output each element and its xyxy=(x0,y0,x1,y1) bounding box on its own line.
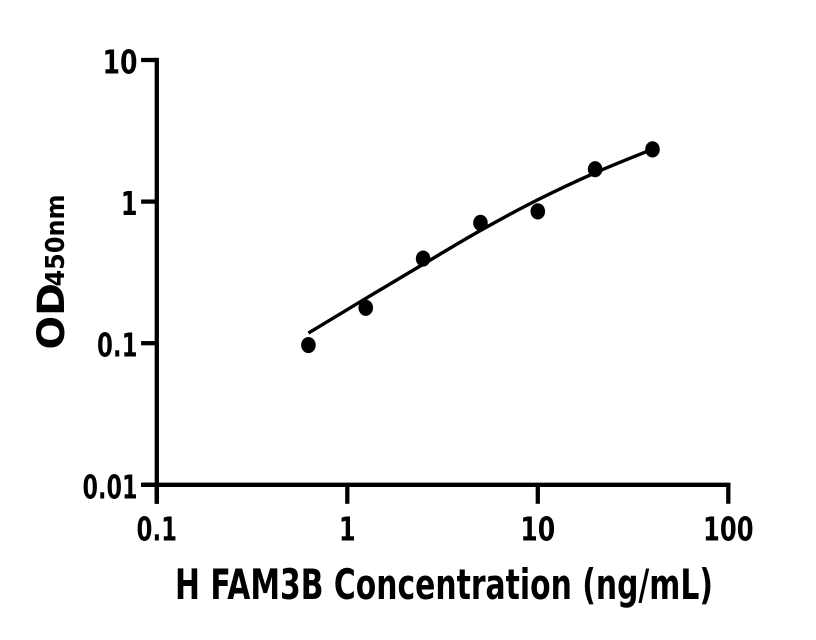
x-tick-label: 100 xyxy=(703,510,754,549)
y-axis-title-main: OD xyxy=(29,283,73,350)
x-tick-label: 1 xyxy=(339,510,356,549)
y-tick-label: 10 xyxy=(103,43,138,82)
y-axis-title-subscript: 450nm xyxy=(41,195,71,287)
data-point xyxy=(530,203,546,220)
data-point xyxy=(645,141,660,158)
data-point xyxy=(358,299,374,316)
data-point xyxy=(415,250,431,267)
data-point xyxy=(301,336,316,354)
y-tick-label: 0.1 xyxy=(97,326,138,365)
data-point xyxy=(587,161,603,178)
x-tick-label: 0.1 xyxy=(137,510,178,549)
data-point xyxy=(473,214,488,231)
x-tick-label: 10 xyxy=(520,510,555,549)
y-tick-label: 0.01 xyxy=(83,467,138,506)
x-axis-title: H FAM3B Concentration (ng/mL) xyxy=(175,560,713,609)
y-tick-label: 1 xyxy=(121,184,138,223)
